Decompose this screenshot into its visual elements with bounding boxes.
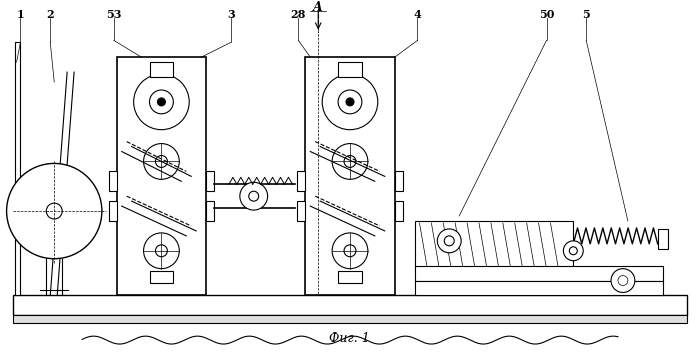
Text: 2: 2 — [46, 9, 54, 20]
Circle shape — [438, 229, 461, 253]
Bar — [415, 281, 663, 295]
Bar — [109, 201, 117, 221]
Circle shape — [134, 74, 189, 130]
Bar — [109, 171, 117, 191]
Circle shape — [344, 156, 356, 168]
Bar — [117, 57, 206, 295]
Circle shape — [46, 203, 62, 219]
Text: 28: 28 — [291, 9, 306, 20]
Circle shape — [150, 90, 173, 114]
Circle shape — [143, 233, 179, 269]
Text: 5: 5 — [582, 9, 590, 20]
Bar — [305, 57, 395, 295]
Circle shape — [344, 245, 356, 257]
Text: Фиг. 1: Фиг. 1 — [329, 332, 369, 345]
Text: A: A — [313, 1, 323, 14]
Bar — [415, 266, 663, 281]
Circle shape — [6, 163, 102, 259]
Circle shape — [157, 98, 166, 106]
Bar — [338, 271, 362, 283]
Bar — [395, 171, 403, 191]
Bar — [395, 201, 403, 221]
Bar — [150, 271, 173, 283]
Bar — [338, 62, 362, 77]
Circle shape — [445, 236, 454, 246]
Circle shape — [322, 74, 377, 130]
Circle shape — [332, 144, 368, 179]
Bar — [658, 229, 668, 249]
Circle shape — [332, 233, 368, 269]
Text: 1: 1 — [17, 9, 24, 20]
Circle shape — [155, 156, 167, 168]
Bar — [15, 42, 20, 295]
Bar — [297, 201, 305, 221]
Bar — [297, 171, 305, 191]
Text: 53: 53 — [106, 9, 122, 20]
Text: 50: 50 — [539, 9, 554, 20]
Bar — [415, 221, 573, 271]
Bar — [13, 295, 687, 315]
Text: 4: 4 — [414, 9, 421, 20]
Bar — [206, 171, 214, 191]
Circle shape — [143, 144, 179, 179]
Circle shape — [155, 245, 167, 257]
Circle shape — [569, 247, 577, 255]
Circle shape — [240, 182, 268, 210]
Bar — [206, 201, 214, 221]
Text: 3: 3 — [227, 9, 235, 20]
Bar — [150, 62, 173, 77]
Circle shape — [563, 241, 583, 261]
Circle shape — [346, 98, 354, 106]
Circle shape — [249, 191, 259, 201]
Circle shape — [611, 269, 635, 293]
Bar — [13, 315, 687, 323]
Circle shape — [338, 90, 362, 114]
